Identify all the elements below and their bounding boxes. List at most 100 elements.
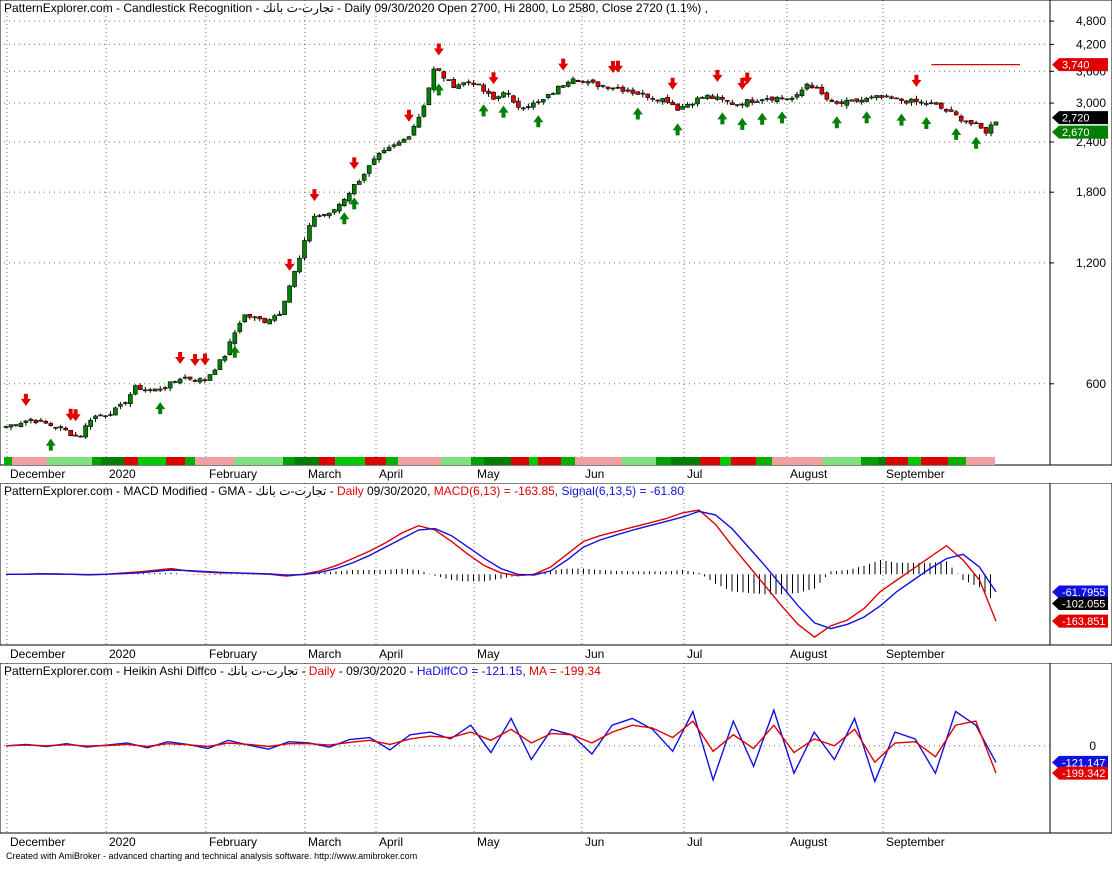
candle-body bbox=[411, 125, 417, 136]
title-part: PatternExplorer.com - Heikin Ashi Diffco… bbox=[4, 664, 309, 678]
candle-body bbox=[8, 424, 14, 428]
trend-strip-segment bbox=[319, 457, 335, 465]
candle-body bbox=[899, 98, 904, 101]
month-label-jul: Jul bbox=[687, 647, 702, 661]
candle-body bbox=[650, 98, 656, 100]
trend-strip-segment bbox=[12, 457, 34, 465]
candle-body bbox=[779, 97, 785, 100]
candle-body bbox=[28, 418, 34, 421]
candle-body bbox=[993, 121, 999, 126]
candle-body bbox=[874, 95, 879, 99]
candle-body bbox=[536, 101, 541, 104]
candle-body bbox=[78, 435, 83, 438]
trend-strip-segment bbox=[386, 457, 398, 465]
hadiff-marker: -199.342 bbox=[1062, 768, 1105, 780]
candle-body bbox=[446, 79, 452, 81]
candle-body bbox=[983, 127, 989, 134]
candle-body bbox=[839, 101, 845, 104]
candle-body bbox=[595, 81, 601, 87]
candle-body bbox=[396, 141, 402, 146]
candle-body bbox=[157, 388, 163, 391]
candle-body bbox=[819, 86, 825, 95]
pane3-title: PatternExplorer.com - Heikin Ashi Diffco… bbox=[4, 664, 601, 678]
hadiff-marker-bg bbox=[1052, 755, 1108, 769]
candle-body bbox=[764, 98, 770, 100]
trend-strip-segment bbox=[656, 457, 671, 465]
trend-strip-segment bbox=[195, 457, 219, 465]
candle-body bbox=[356, 181, 362, 185]
candle-body bbox=[381, 150, 387, 153]
candle-body bbox=[869, 96, 874, 99]
month-label-september: September bbox=[886, 835, 945, 849]
trend-strip-segment bbox=[219, 457, 234, 465]
trend-strip-segment bbox=[835, 457, 861, 465]
candle-body bbox=[277, 313, 282, 316]
buy-signal-arrow bbox=[339, 212, 350, 225]
candle-body bbox=[401, 139, 407, 143]
candle-body bbox=[371, 158, 377, 165]
buy-signal-arrow bbox=[155, 402, 166, 415]
month-label-december: December bbox=[10, 467, 65, 481]
candle-body bbox=[521, 107, 526, 110]
candle-body bbox=[943, 109, 949, 112]
candle-body bbox=[496, 96, 501, 99]
trend-strip-segment bbox=[861, 457, 878, 465]
price-tick-label: 1,200 bbox=[1076, 256, 1106, 270]
sell-signal-arrow bbox=[488, 72, 499, 85]
candle-body bbox=[565, 81, 571, 87]
candle-body bbox=[312, 215, 317, 227]
candle-body bbox=[337, 203, 342, 212]
candle-body bbox=[232, 332, 238, 344]
candle-body bbox=[252, 316, 258, 319]
candle-body bbox=[620, 86, 626, 92]
candle-body bbox=[914, 98, 919, 103]
candle-body bbox=[366, 165, 372, 174]
candle-body bbox=[391, 144, 397, 147]
price-tick-label: 600 bbox=[1086, 377, 1106, 391]
candle-body bbox=[526, 106, 531, 109]
macd-marker-bg bbox=[1052, 585, 1108, 599]
title-part: Signal(6,13,5) = -61.80 bbox=[561, 484, 684, 498]
month-label-february: February bbox=[209, 467, 257, 481]
buy-signal-arrow bbox=[478, 104, 489, 117]
price-marker-bg bbox=[1052, 125, 1108, 139]
candle-body bbox=[938, 102, 944, 109]
candle-body bbox=[48, 423, 54, 426]
candle-body bbox=[580, 81, 586, 83]
month-label-april: April bbox=[379, 467, 403, 481]
trend-strip-segment bbox=[166, 457, 185, 465]
trend-strip-segment bbox=[185, 457, 195, 465]
candle-body bbox=[705, 94, 710, 99]
candle-body bbox=[138, 385, 143, 390]
candle-body bbox=[769, 96, 775, 101]
candle-body bbox=[540, 99, 546, 103]
candle-body bbox=[361, 174, 367, 181]
buy-signal-arrow bbox=[861, 111, 872, 124]
candle-body bbox=[307, 225, 312, 242]
buy-signal-arrow bbox=[757, 112, 768, 125]
candle-body bbox=[406, 136, 412, 140]
candle-body bbox=[665, 97, 670, 103]
candle-body bbox=[859, 99, 864, 103]
candle-body bbox=[187, 376, 193, 380]
macd-marker: -102.055 bbox=[1062, 598, 1105, 610]
trend-strip-segment bbox=[365, 457, 386, 465]
month-label-2020: 2020 bbox=[109, 835, 136, 849]
signal-line bbox=[6, 510, 997, 630]
candle-body bbox=[710, 95, 715, 99]
trend-strip-segment bbox=[441, 457, 449, 465]
candle-body bbox=[182, 376, 188, 379]
trend-strip-segment bbox=[74, 457, 92, 465]
candle-body bbox=[590, 79, 596, 83]
candle-body bbox=[486, 90, 491, 94]
title-part: , bbox=[522, 664, 529, 678]
candle-body bbox=[302, 240, 307, 259]
candle-body bbox=[471, 82, 476, 85]
candle-body bbox=[744, 99, 750, 107]
candle-body bbox=[426, 87, 432, 106]
candle-body bbox=[720, 96, 725, 100]
sell-signal-arrow bbox=[742, 72, 753, 85]
candle-body bbox=[272, 315, 277, 321]
month-label-2020: 2020 bbox=[109, 647, 136, 661]
